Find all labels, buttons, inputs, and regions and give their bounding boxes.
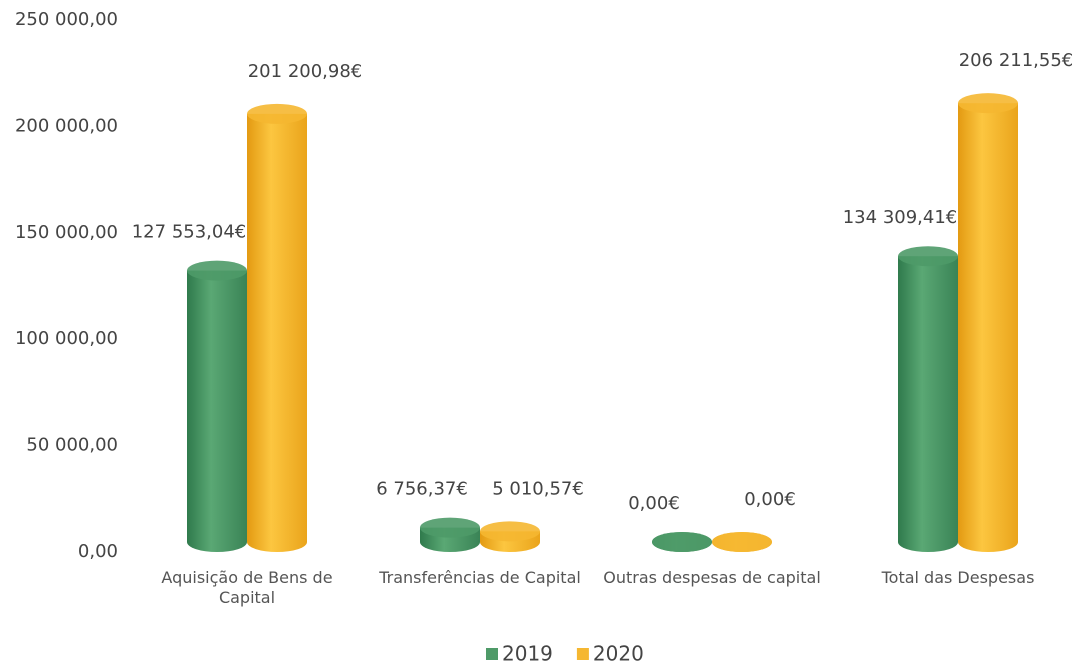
legend-label: 2019 [502,642,553,665]
data-label: 206 211,55€ [959,50,1074,71]
cylinder-top [187,260,247,281]
cylinder-top [480,521,540,542]
y-tick-label: 200 000,00 [15,115,118,136]
cylinder-top [652,532,712,552]
data-label: 6 756,37€ [376,479,468,500]
legend-swatch [486,648,498,660]
cylinder-top [247,103,307,124]
cylinder-top [712,532,772,552]
y-tick-label: 250 000,00 [15,9,118,30]
data-label: 5 010,57€ [492,478,584,499]
x-tick-label: Aquisição de Bens de Capital [161,568,333,607]
x-tick-label: Outras despesas de capital [603,568,821,587]
y-tick-label: 0,00 [78,541,118,562]
cylinder-top [898,246,958,267]
y-tick-label: 150 000,00 [15,222,118,243]
y-tick-label: 50 000,00 [26,435,118,456]
legend-swatch [576,648,589,660]
bar [247,113,307,543]
data-label: 127 553,04€ [132,222,247,243]
bar [958,103,1018,542]
data-label: 0,00€ [628,493,680,514]
data-label: 0,00€ [744,489,796,510]
x-tick-label: Total das Despesas [881,568,1035,587]
y-tick-label: 100 000,00 [15,328,118,349]
cylinder-top [958,93,1018,114]
data-label: 134 309,41€ [843,207,958,228]
x-tick-label: Transferências de Capital [379,568,581,587]
cylinder-top [420,517,480,538]
data-label: 201 200,98€ [248,61,363,82]
bar [187,270,247,542]
bar [898,256,958,542]
legend-label: 2020 [593,642,644,665]
